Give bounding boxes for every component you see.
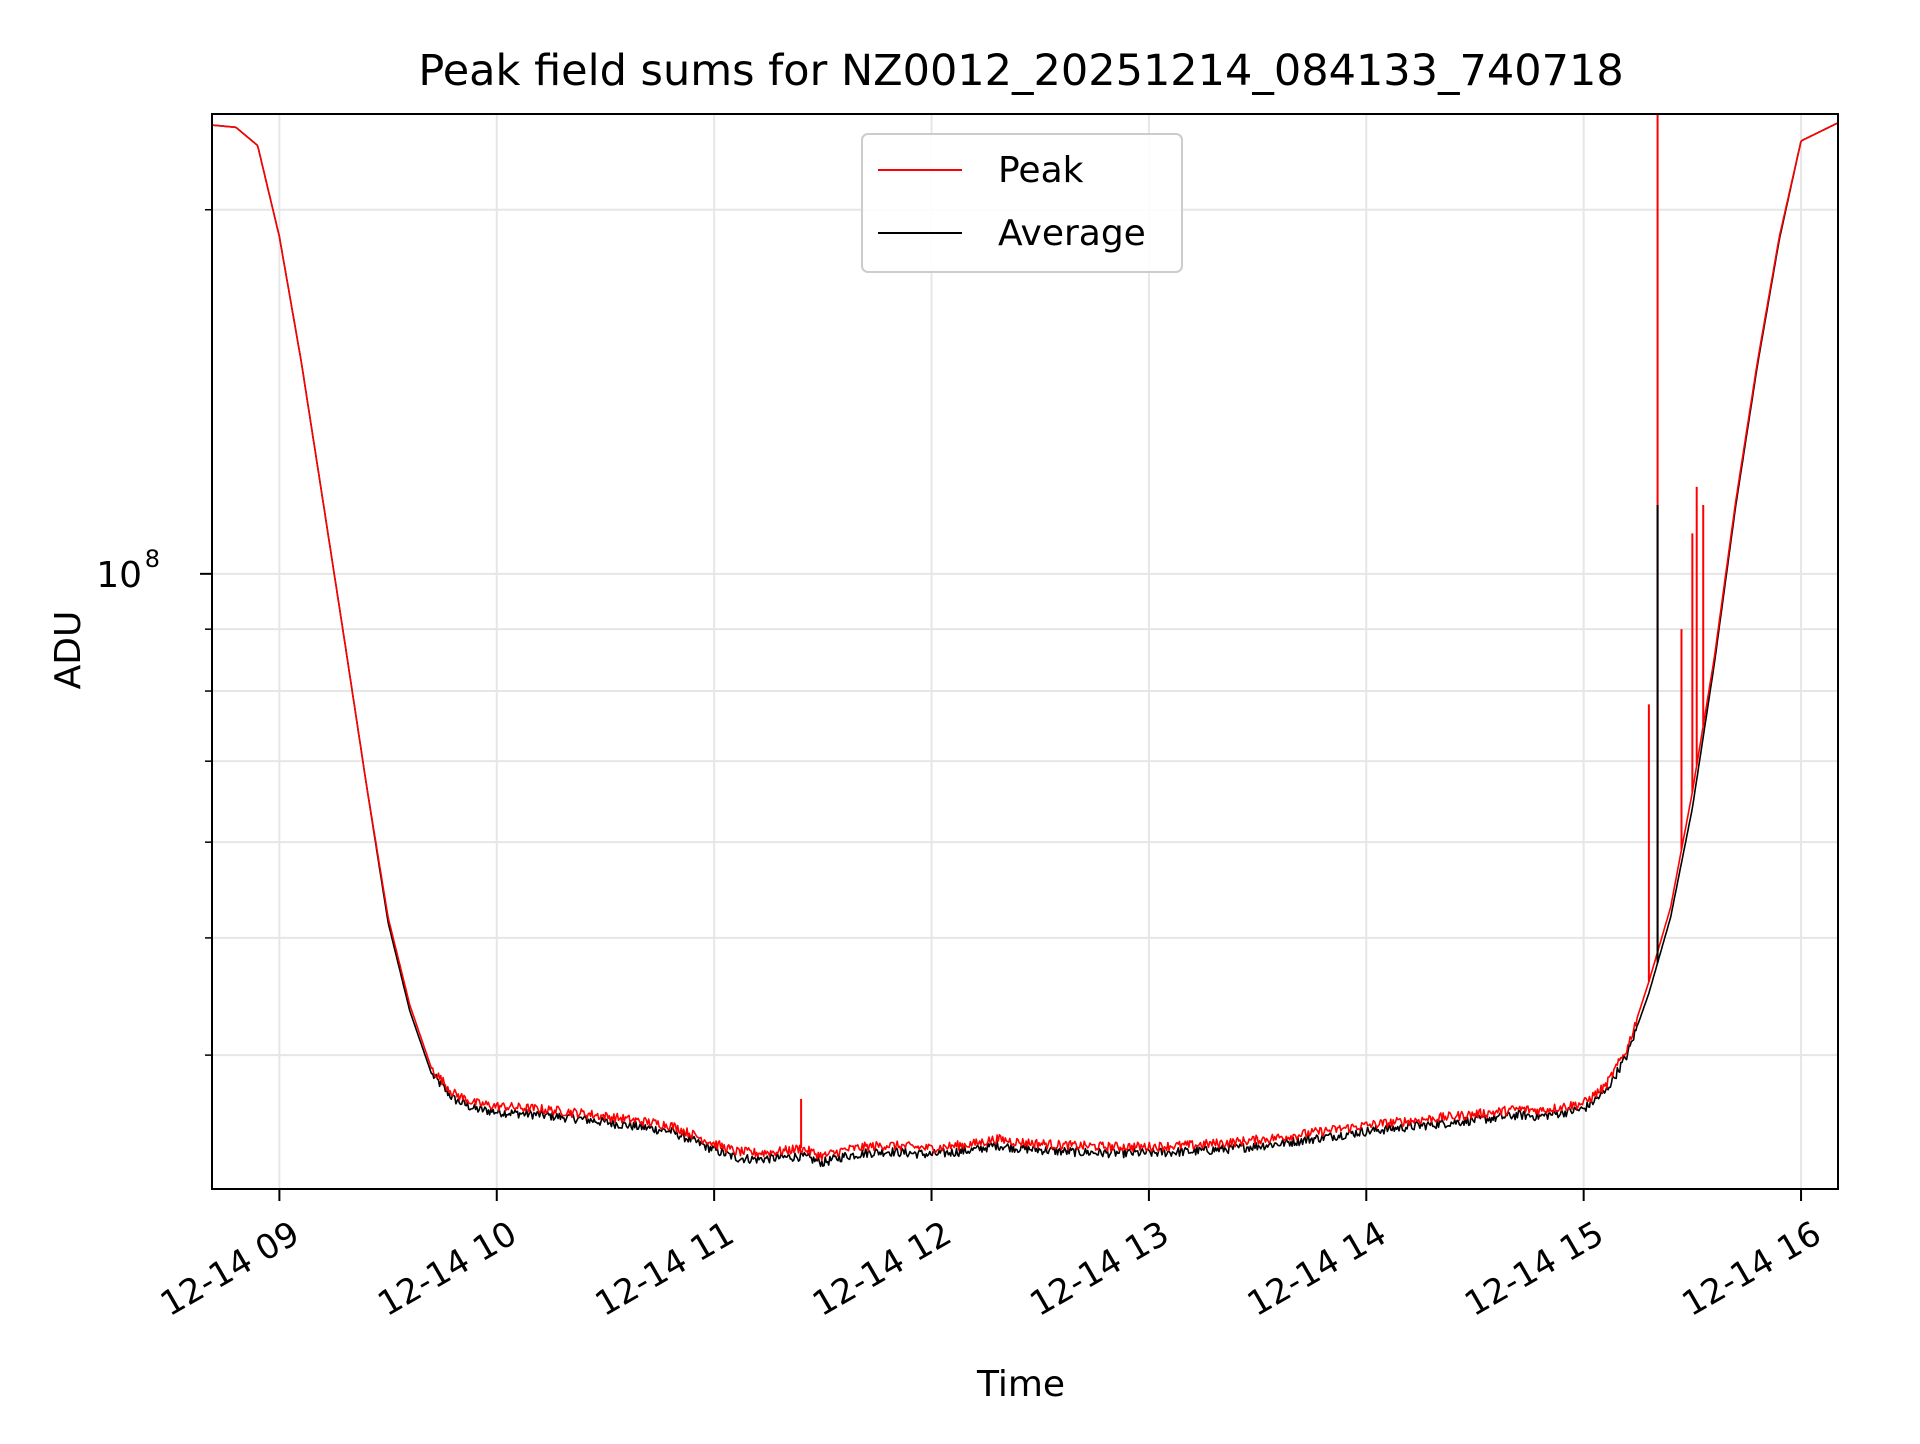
series-layer: [212, 114, 1838, 1168]
plot-frame: [211, 113, 1839, 1190]
series-line-average: [212, 122, 1838, 1168]
legend-average-label: Average: [998, 213, 1146, 254]
legend-peak-label: Peak: [998, 150, 1084, 191]
chart-title: Peak field sums for NZ0012_20251214_0841…: [418, 46, 1623, 96]
legend: Peak Average: [861, 133, 1183, 273]
y-tick-label-exponent: 8: [145, 545, 160, 573]
y-axis-label: ADU: [48, 611, 89, 690]
series-line-peak: [212, 122, 1838, 1161]
x-axis-label: Time: [976, 1364, 1065, 1405]
y-tick-label-base: 10: [96, 555, 142, 596]
legend-box: [861, 133, 1183, 273]
